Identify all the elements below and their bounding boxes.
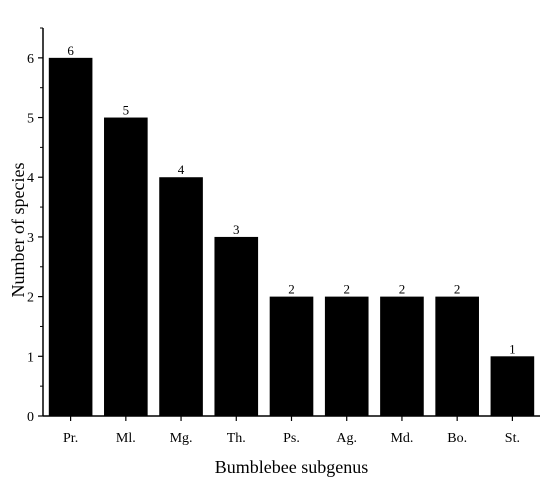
y-tick-label: 5	[27, 112, 34, 127]
data-labels-group: 6 5 4 3 2 2 2 2 1	[67, 43, 515, 356]
bar-md	[380, 296, 424, 416]
x-axis-title: Bumblebee subgenus	[215, 457, 368, 477]
data-label: 2	[343, 282, 350, 297]
data-label: 6	[67, 43, 74, 58]
bar-ps	[269, 296, 314, 416]
data-label: 1	[509, 341, 516, 356]
bar-bo	[435, 296, 479, 416]
bar-ml	[104, 117, 148, 417]
x-tick-label: Pr.	[63, 431, 78, 446]
x-tick-label: Mg.	[170, 431, 193, 446]
x-tick-label: Bo.	[447, 431, 467, 446]
y-tick-label: 0	[27, 410, 34, 425]
data-label: 2	[399, 282, 406, 297]
data-label: 5	[123, 103, 130, 118]
data-label: 4	[178, 162, 185, 177]
y-tick-label: 2	[27, 291, 34, 306]
x-ticks-group: Pr. Ml. Mg. Th. Ps. Ag. Md. Bo. St.	[63, 416, 520, 446]
data-label: 3	[233, 222, 240, 237]
x-tick-label: Ml.	[116, 431, 136, 446]
bar-mg	[159, 177, 203, 416]
bars-group	[48, 57, 535, 417]
y-tick-label: 3	[27, 231, 34, 246]
bar-st	[490, 356, 535, 416]
y-ticks-group: 0 1 2 3 4 5 6	[27, 27, 43, 425]
bar-th	[214, 236, 259, 416]
bar-ag	[324, 296, 369, 416]
x-tick-label: Th.	[227, 431, 246, 446]
x-tick-label: Md.	[390, 431, 413, 446]
x-tick-label: Ps.	[283, 431, 300, 446]
data-label: 2	[288, 282, 295, 297]
y-axis-title: Number of species	[8, 163, 28, 298]
y-tick-label: 4	[27, 171, 34, 186]
y-tick-label: 1	[27, 350, 34, 365]
bar-pr	[48, 57, 93, 416]
x-tick-label: St.	[505, 431, 520, 446]
data-label: 2	[454, 282, 461, 297]
x-tick-label: Ag.	[336, 431, 357, 446]
y-tick-label: 6	[27, 52, 34, 67]
